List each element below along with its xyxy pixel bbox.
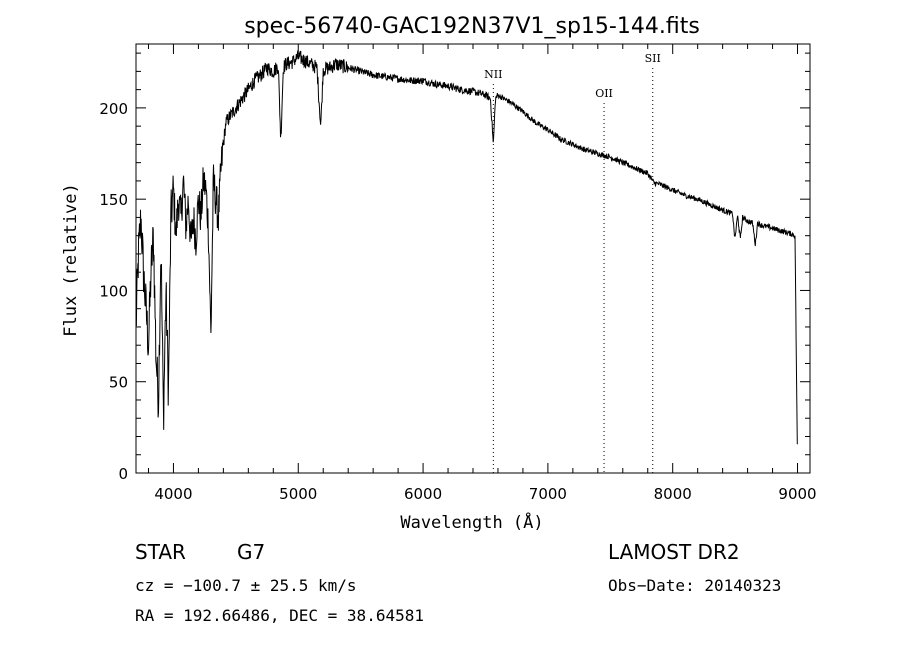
emission-line-label: OII: [595, 87, 613, 100]
x-tick-label: 9000: [778, 485, 816, 503]
y-tick-label: 50: [109, 374, 128, 392]
y-axis: 0 50 100 150 200: [99, 52, 810, 483]
emission-line-label: SII: [645, 52, 661, 65]
x-tick-label: 7000: [529, 485, 567, 503]
emission-line-label: NII: [484, 68, 502, 81]
chart-title: spec-56740-GAC192N37V1_sp15-144.fits: [244, 14, 700, 39]
y-tick-label: 150: [99, 191, 128, 209]
x-axis: 4000 5000 6000 7000 8000 9000: [147, 44, 817, 503]
y-axis-label: Flux (relative): [61, 183, 81, 337]
obs-date: Obs−Date: 20140323: [608, 576, 781, 595]
y-tick-label: 200: [99, 100, 128, 118]
y-tick-label: 0: [118, 465, 128, 483]
x-tick-label: 5000: [279, 485, 317, 503]
coordinates: RA = 192.66486, DEC = 38.64581: [135, 606, 424, 625]
redshift-readout: cz = −100.7 ± 25.5 km/s: [135, 576, 357, 595]
x-tick-label: 8000: [654, 485, 692, 503]
survey-label: LAMOST DR2: [608, 540, 740, 564]
x-axis-label: Wavelength (Å): [400, 511, 543, 533]
spectrum-line: [135, 50, 798, 445]
y-tick-label: 100: [99, 282, 128, 300]
x-tick-label: 6000: [404, 485, 442, 503]
x-tick-label: 4000: [154, 485, 192, 503]
object-type: STAR: [135, 540, 186, 564]
emission-line-markers: NII OII SII: [484, 52, 661, 473]
spectral-subclass: G7: [237, 540, 265, 564]
